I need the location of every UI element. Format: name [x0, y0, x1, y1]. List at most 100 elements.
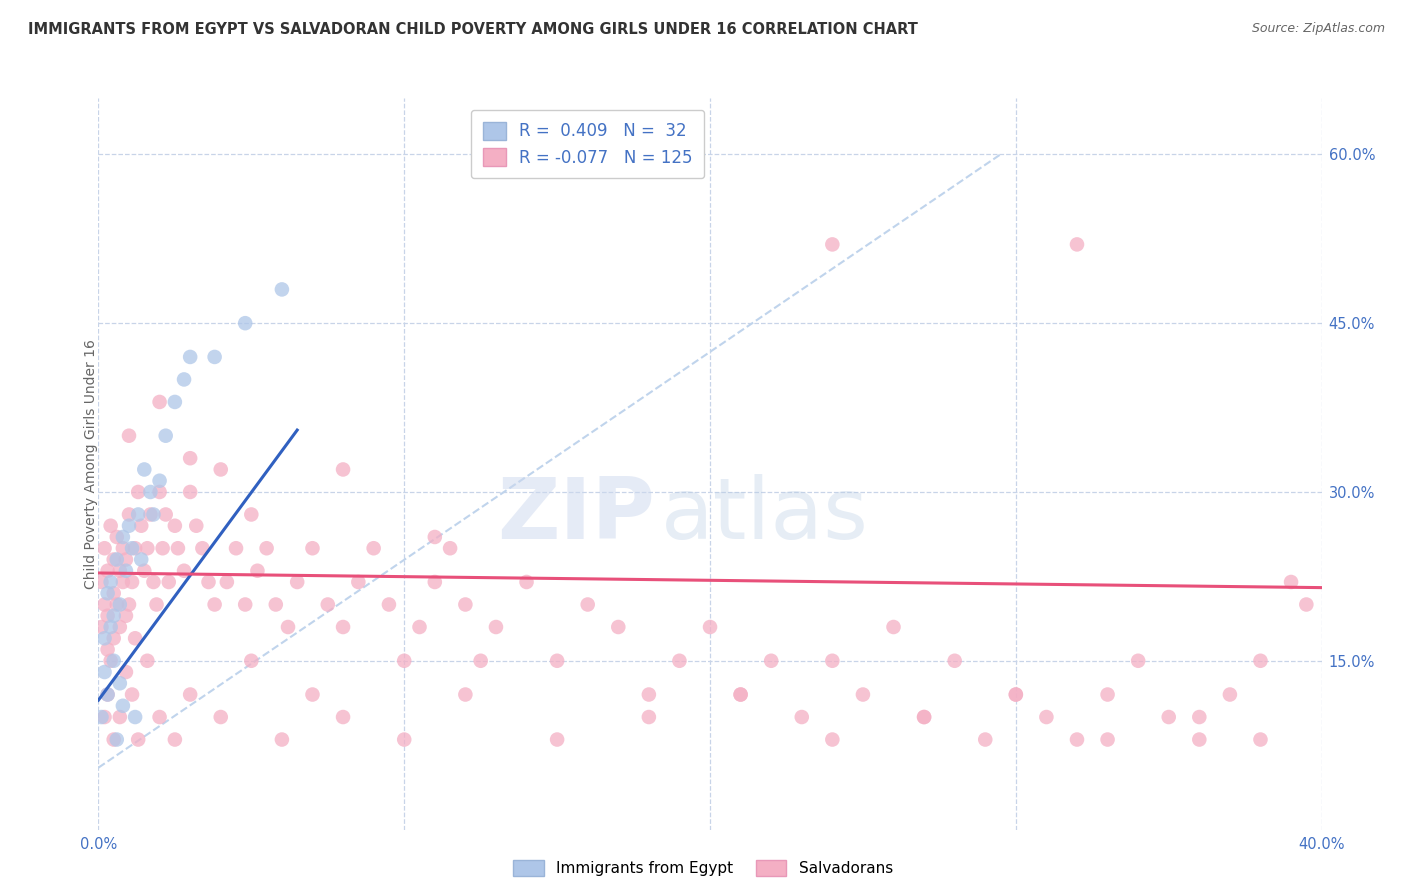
Point — [1004, 688, 1026, 702]
Point — [301, 541, 323, 556]
Point — [163, 395, 186, 409]
Point — [240, 508, 263, 522]
Point — [124, 632, 146, 646]
Point — [225, 541, 247, 556]
Point — [179, 688, 201, 702]
Point — [699, 620, 721, 634]
Point — [103, 552, 125, 566]
Point — [173, 372, 195, 386]
Point — [1188, 710, 1211, 724]
Point — [607, 620, 630, 634]
Point — [1128, 654, 1150, 668]
Point — [93, 665, 115, 679]
Point — [152, 541, 174, 556]
Point — [1295, 598, 1317, 612]
Y-axis label: Child Poverty Among Girls Under 16: Child Poverty Among Girls Under 16 — [84, 339, 98, 589]
Point — [179, 451, 201, 466]
Point — [204, 350, 226, 364]
Point — [285, 574, 308, 589]
Point — [142, 574, 165, 589]
Point — [115, 552, 138, 566]
Point — [134, 564, 156, 578]
Point — [332, 620, 354, 634]
Point — [1249, 654, 1271, 668]
Point — [136, 541, 159, 556]
Point — [163, 518, 186, 533]
Point — [167, 541, 190, 556]
Point — [392, 654, 416, 668]
Point — [124, 541, 146, 556]
Point — [392, 732, 416, 747]
Point — [264, 598, 287, 612]
Point — [301, 688, 323, 702]
Point — [149, 474, 172, 488]
Point — [97, 688, 120, 702]
Point — [127, 508, 149, 522]
Point — [115, 665, 138, 679]
Point — [1188, 732, 1211, 747]
Point — [93, 598, 115, 612]
Point — [100, 518, 122, 533]
Point — [912, 710, 935, 724]
Point — [1066, 237, 1088, 252]
Point — [105, 552, 128, 566]
Point — [1097, 688, 1119, 702]
Point — [103, 654, 125, 668]
Point — [173, 564, 195, 578]
Point — [347, 574, 370, 589]
Point — [1004, 688, 1026, 702]
Point — [1279, 574, 1302, 589]
Point — [121, 574, 143, 589]
Point — [1249, 732, 1271, 747]
Point — [90, 574, 112, 589]
Point — [134, 462, 156, 476]
Point — [118, 598, 141, 612]
Point — [118, 508, 141, 522]
Text: Source: ZipAtlas.com: Source: ZipAtlas.com — [1251, 22, 1385, 36]
Point — [1157, 710, 1180, 724]
Point — [93, 632, 115, 646]
Point — [118, 428, 141, 442]
Point — [103, 586, 125, 600]
Point — [97, 642, 120, 657]
Point — [470, 654, 492, 668]
Point — [103, 608, 125, 623]
Point — [97, 688, 120, 702]
Point — [111, 574, 134, 589]
Point — [668, 654, 690, 668]
Point — [108, 564, 131, 578]
Point — [821, 237, 844, 252]
Point — [163, 732, 186, 747]
Point — [97, 586, 120, 600]
Point — [332, 710, 354, 724]
Point — [277, 620, 299, 634]
Point — [100, 654, 122, 668]
Point — [155, 508, 177, 522]
Point — [516, 574, 538, 589]
Point — [100, 574, 122, 589]
Point — [186, 518, 208, 533]
Point — [97, 608, 120, 623]
Point — [111, 698, 134, 713]
Point — [546, 654, 568, 668]
Point — [136, 654, 159, 668]
Point — [246, 564, 269, 578]
Point — [149, 710, 172, 724]
Point — [93, 710, 115, 724]
Legend: Immigrants from Egypt, Salvadorans: Immigrants from Egypt, Salvadorans — [508, 855, 898, 882]
Point — [256, 541, 278, 556]
Point — [129, 518, 152, 533]
Point — [821, 732, 844, 747]
Point — [454, 598, 477, 612]
Point — [129, 552, 152, 566]
Point — [149, 395, 172, 409]
Point — [1219, 688, 1241, 702]
Point — [105, 598, 128, 612]
Point — [179, 485, 201, 500]
Point — [191, 541, 214, 556]
Point — [332, 462, 354, 476]
Point — [105, 530, 128, 544]
Point — [408, 620, 430, 634]
Point — [546, 732, 568, 747]
Point — [103, 732, 125, 747]
